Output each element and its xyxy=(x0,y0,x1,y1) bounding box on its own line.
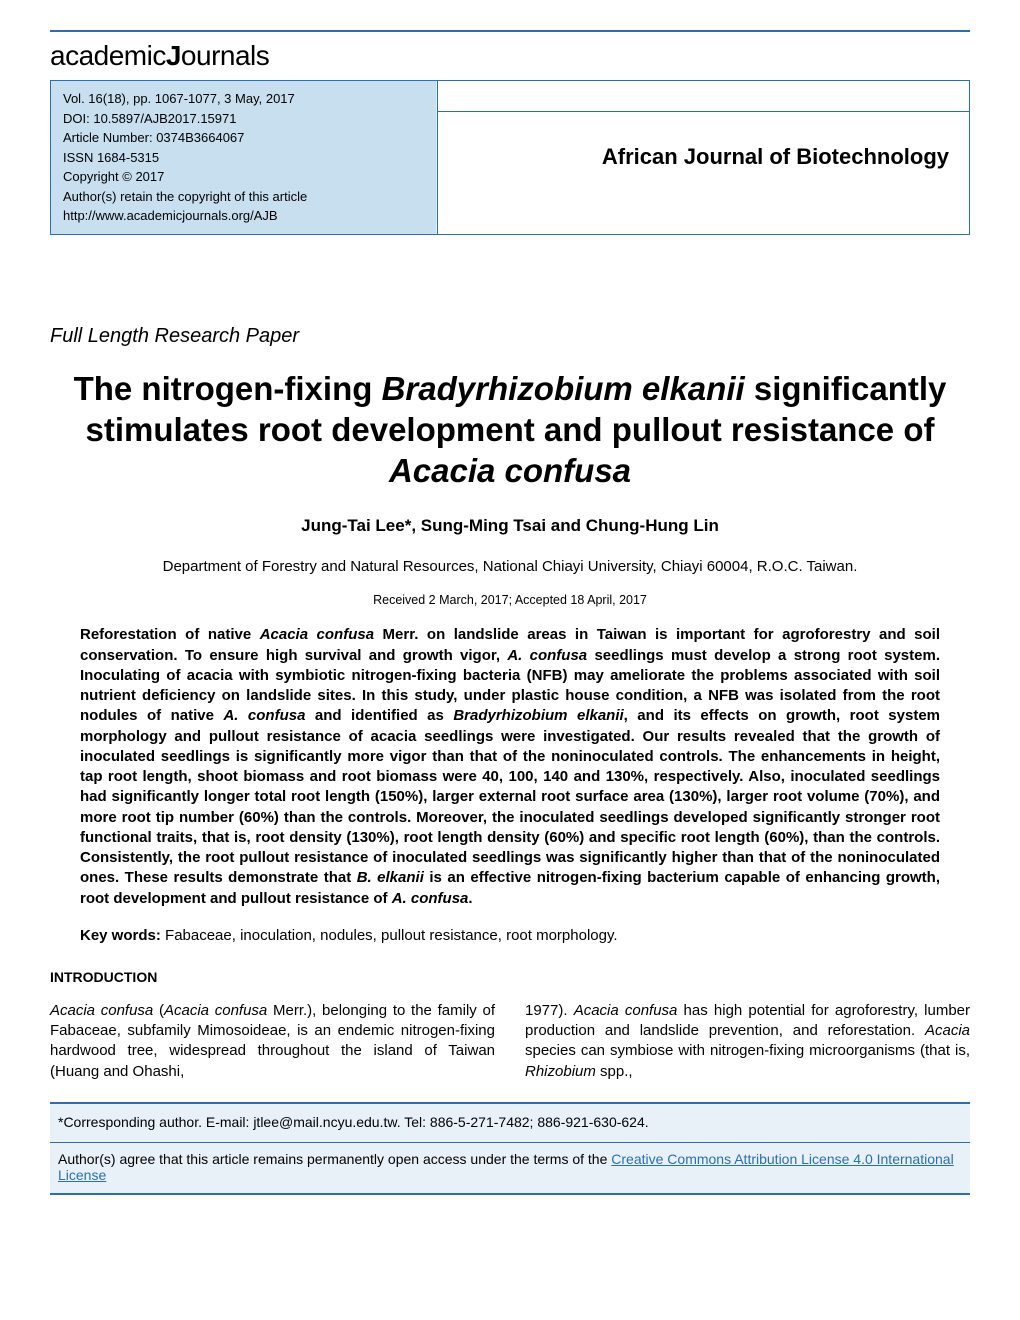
affiliation: Department of Forestry and Natural Resou… xyxy=(50,558,970,575)
footer-divider xyxy=(50,1142,970,1143)
keywords-label: Key words: xyxy=(80,927,161,944)
copyright: Copyright © 2017 xyxy=(63,167,425,187)
logo-part3: ournals xyxy=(181,40,269,71)
header-metadata: Vol. 16(18), pp. 1067-1077, 3 May, 2017 … xyxy=(51,81,437,234)
footer-box: *Corresponding author. E-mail: jtlee@mai… xyxy=(50,1102,970,1195)
header-right: African Journal of Biotechnology xyxy=(437,81,969,234)
license-statement: Author(s) agree that this article remain… xyxy=(50,1151,970,1183)
journal-name: African Journal of Biotechnology xyxy=(602,144,949,170)
journal-url: http://www.academicjournals.org/AJB xyxy=(63,206,425,226)
article-number: Article Number: 0374B3664067 xyxy=(63,128,425,148)
body-columns: Acacia confusa (Acacia confusa Merr.), b… xyxy=(50,1001,970,1082)
abstract: Reforestation of native Acacia confusa M… xyxy=(80,625,940,909)
corresponding-author: *Corresponding author. E-mail: jtlee@mai… xyxy=(50,1114,970,1130)
top-rule xyxy=(50,30,970,32)
body-column-left: Acacia confusa (Acacia confusa Merr.), b… xyxy=(50,1001,495,1082)
doi: DOI: 10.5897/AJB2017.15971 xyxy=(63,109,425,129)
header-divider xyxy=(437,81,438,234)
copyright-retain: Author(s) retain the copyright of this a… xyxy=(63,187,425,207)
dates: Received 2 March, 2017; Accepted 18 Apri… xyxy=(50,593,970,607)
body-column-right: 1977). Acacia confusa has high potential… xyxy=(525,1001,970,1082)
keywords-text: Fabaceae, inoculation, nodules, pullout … xyxy=(161,927,618,944)
authors: Jung-Tai Lee*, Sung-Ming Tsai and Chung-… xyxy=(50,516,970,536)
issn: ISSN 1684-5315 xyxy=(63,148,425,168)
title-part1: The nitrogen-fixing xyxy=(74,370,382,407)
publisher-logo: academicJournals xyxy=(50,40,970,72)
keywords: Key words: Fabaceae, inoculation, nodule… xyxy=(80,927,940,944)
volume-info: Vol. 16(18), pp. 1067-1077, 3 May, 2017 xyxy=(63,89,425,109)
title-species1: Bradyrhizobium elkanii xyxy=(382,370,745,407)
header-topline xyxy=(437,111,969,112)
logo-part1: academic xyxy=(50,40,166,71)
section-heading-introduction: INTRODUCTION xyxy=(50,969,970,985)
logo-part2: J xyxy=(166,40,181,71)
paper-type: Full Length Research Paper xyxy=(50,325,970,348)
title-species2: Acacia confusa xyxy=(389,452,631,489)
article-title: The nitrogen-fixing Bradyrhizobium elkan… xyxy=(50,368,970,492)
header-box: Vol. 16(18), pp. 1067-1077, 3 May, 2017 … xyxy=(50,80,970,235)
license-text: Author(s) agree that this article remain… xyxy=(58,1151,611,1167)
